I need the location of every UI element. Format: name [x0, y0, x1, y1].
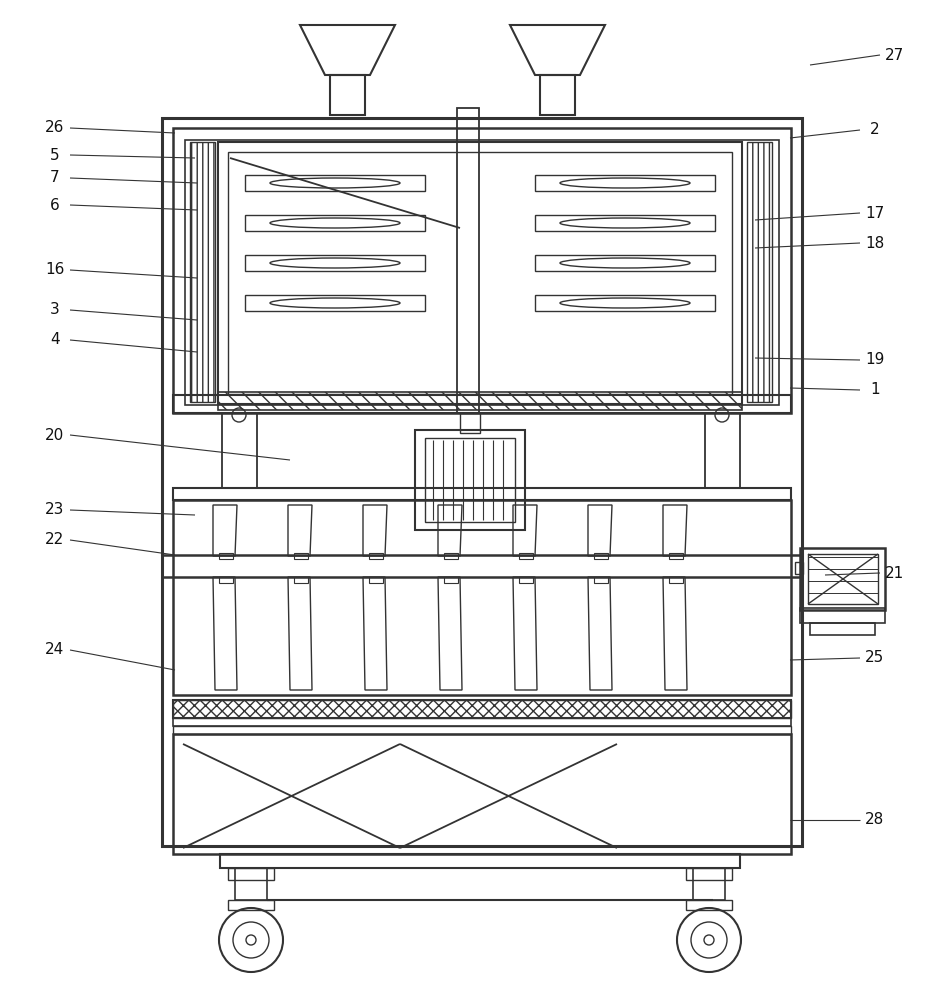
Bar — [218, 142, 742, 404]
Bar — [219, 553, 233, 559]
Bar — [162, 118, 802, 846]
Text: 6: 6 — [50, 198, 60, 213]
Text: 28: 28 — [866, 812, 885, 828]
Bar — [173, 726, 791, 734]
Bar — [705, 413, 740, 488]
Bar — [686, 868, 732, 880]
Bar — [173, 700, 791, 718]
Bar — [173, 718, 791, 726]
Text: 1: 1 — [870, 382, 880, 397]
Bar — [235, 868, 267, 900]
Bar — [185, 140, 779, 405]
Text: 27: 27 — [885, 47, 904, 62]
Bar — [222, 413, 257, 488]
Bar — [800, 548, 885, 610]
Bar — [245, 295, 425, 311]
Bar — [245, 175, 425, 191]
Bar — [294, 553, 308, 559]
Bar — [795, 562, 803, 574]
Bar — [173, 128, 791, 413]
Bar — [173, 700, 791, 718]
Bar — [228, 868, 274, 880]
Bar — [540, 75, 575, 115]
Text: 17: 17 — [866, 206, 885, 221]
Bar — [294, 577, 308, 583]
Text: 18: 18 — [866, 235, 885, 250]
Bar — [460, 413, 480, 433]
Bar — [693, 868, 725, 900]
Bar — [369, 553, 383, 559]
Bar — [173, 500, 791, 695]
Bar — [686, 900, 732, 910]
Bar — [457, 108, 479, 413]
Text: 25: 25 — [866, 650, 885, 666]
Bar — [444, 553, 458, 559]
Bar — [519, 553, 533, 559]
Bar — [519, 577, 533, 583]
Text: 7: 7 — [50, 170, 59, 186]
Bar — [245, 215, 425, 231]
Bar — [810, 623, 875, 635]
Bar — [425, 438, 515, 522]
Text: 19: 19 — [866, 353, 885, 367]
Bar — [173, 395, 791, 413]
Text: 26: 26 — [45, 120, 65, 135]
Bar — [535, 255, 715, 271]
Bar — [220, 854, 740, 868]
Bar — [228, 900, 274, 910]
Text: 2: 2 — [870, 122, 880, 137]
Bar — [669, 553, 683, 559]
Bar — [535, 215, 715, 231]
Text: 21: 21 — [885, 566, 904, 580]
Text: 23: 23 — [45, 502, 65, 518]
Bar — [330, 75, 365, 115]
Text: 22: 22 — [45, 532, 65, 548]
Text: 24: 24 — [45, 643, 65, 658]
Bar — [190, 142, 215, 402]
Text: 5: 5 — [50, 147, 59, 162]
Bar — [800, 608, 885, 623]
Bar — [173, 488, 791, 500]
Text: 3: 3 — [50, 302, 60, 318]
Bar — [173, 734, 791, 854]
Bar — [369, 577, 383, 583]
Text: 16: 16 — [45, 262, 65, 277]
Bar — [415, 430, 525, 530]
Bar — [535, 175, 715, 191]
Bar — [219, 577, 233, 583]
Bar — [245, 255, 425, 271]
Bar — [594, 577, 608, 583]
Bar — [747, 142, 772, 402]
Bar — [228, 152, 732, 394]
Bar — [444, 577, 458, 583]
Text: 4: 4 — [50, 332, 59, 348]
Bar — [669, 577, 683, 583]
Bar — [535, 295, 715, 311]
Bar — [808, 554, 878, 604]
Bar — [594, 553, 608, 559]
Bar — [162, 555, 802, 577]
Bar — [218, 392, 742, 410]
Text: 20: 20 — [45, 428, 65, 442]
